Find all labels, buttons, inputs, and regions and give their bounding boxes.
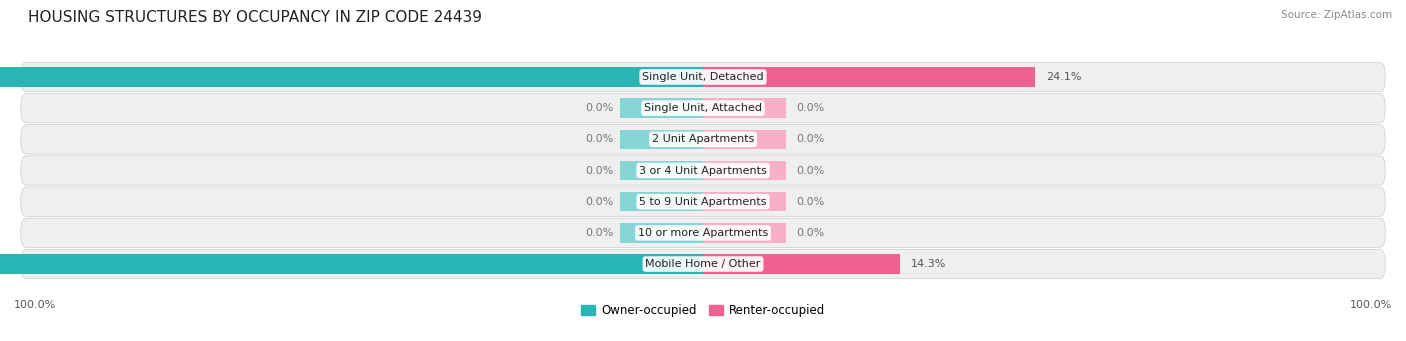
Text: 3 or 4 Unit Apartments: 3 or 4 Unit Apartments xyxy=(640,165,766,176)
FancyBboxPatch shape xyxy=(21,93,1385,123)
Text: 0.0%: 0.0% xyxy=(585,197,613,207)
FancyBboxPatch shape xyxy=(21,125,1385,154)
Text: 0.0%: 0.0% xyxy=(797,134,825,144)
Text: 5 to 9 Unit Apartments: 5 to 9 Unit Apartments xyxy=(640,197,766,207)
Bar xyxy=(620,130,703,149)
Legend: Owner-occupied, Renter-occupied: Owner-occupied, Renter-occupied xyxy=(576,299,830,322)
Text: 0.0%: 0.0% xyxy=(585,165,613,176)
Text: 0.0%: 0.0% xyxy=(797,103,825,113)
Bar xyxy=(620,99,703,118)
Text: HOUSING STRUCTURES BY OCCUPANCY IN ZIP CODE 24439: HOUSING STRUCTURES BY OCCUPANCY IN ZIP C… xyxy=(28,10,482,25)
Bar xyxy=(0,254,703,274)
Text: Single Unit, Attached: Single Unit, Attached xyxy=(644,103,762,113)
Text: Single Unit, Detached: Single Unit, Detached xyxy=(643,72,763,82)
Text: 100.0%: 100.0% xyxy=(1350,300,1392,310)
Text: 2 Unit Apartments: 2 Unit Apartments xyxy=(652,134,754,144)
Bar xyxy=(620,161,703,180)
Bar xyxy=(703,99,786,118)
Text: 0.0%: 0.0% xyxy=(585,134,613,144)
Text: Source: ZipAtlas.com: Source: ZipAtlas.com xyxy=(1281,10,1392,20)
Text: 24.1%: 24.1% xyxy=(1046,72,1081,82)
Text: 10 or more Apartments: 10 or more Apartments xyxy=(638,228,768,238)
Text: Mobile Home / Other: Mobile Home / Other xyxy=(645,259,761,269)
Bar xyxy=(620,223,703,242)
Text: 0.0%: 0.0% xyxy=(797,165,825,176)
Text: 0.0%: 0.0% xyxy=(585,228,613,238)
Bar xyxy=(703,130,786,149)
Bar xyxy=(620,192,703,211)
Bar xyxy=(0,67,703,87)
Bar xyxy=(703,67,1035,87)
FancyBboxPatch shape xyxy=(21,249,1385,279)
FancyBboxPatch shape xyxy=(21,62,1385,92)
FancyBboxPatch shape xyxy=(21,218,1385,248)
Bar xyxy=(703,254,900,274)
Text: 14.3%: 14.3% xyxy=(911,259,946,269)
Text: 0.0%: 0.0% xyxy=(797,197,825,207)
FancyBboxPatch shape xyxy=(21,156,1385,185)
Text: 0.0%: 0.0% xyxy=(585,103,613,113)
Bar xyxy=(703,223,786,242)
FancyBboxPatch shape xyxy=(21,187,1385,216)
Text: 0.0%: 0.0% xyxy=(797,228,825,238)
Text: 100.0%: 100.0% xyxy=(14,300,56,310)
Bar xyxy=(703,192,786,211)
Bar xyxy=(703,161,786,180)
